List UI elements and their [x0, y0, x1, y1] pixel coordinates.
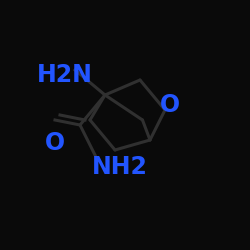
Text: H2N: H2N [37, 63, 93, 87]
Text: O: O [45, 130, 65, 154]
Text: NH2: NH2 [92, 156, 148, 180]
Text: O: O [160, 93, 180, 117]
